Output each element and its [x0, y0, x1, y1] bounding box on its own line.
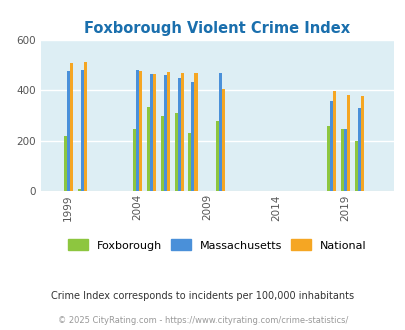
- Bar: [153, 74, 156, 191]
- Legend: Foxborough, Massachusetts, National: Foxborough, Massachusetts, National: [68, 240, 366, 250]
- Bar: [147, 107, 149, 191]
- Bar: [66, 71, 70, 191]
- Bar: [139, 71, 142, 191]
- Bar: [174, 113, 177, 191]
- Bar: [77, 189, 81, 191]
- Bar: [81, 70, 83, 191]
- Bar: [222, 89, 225, 191]
- Bar: [160, 115, 163, 191]
- Bar: [354, 141, 357, 191]
- Bar: [219, 73, 222, 191]
- Bar: [343, 129, 346, 191]
- Text: Crime Index corresponds to incidents per 100,000 inhabitants: Crime Index corresponds to incidents per…: [51, 291, 354, 301]
- Bar: [346, 94, 349, 191]
- Bar: [360, 95, 363, 191]
- Bar: [136, 71, 139, 191]
- Text: © 2025 CityRating.com - https://www.cityrating.com/crime-statistics/: © 2025 CityRating.com - https://www.city…: [58, 316, 347, 325]
- Bar: [340, 129, 343, 191]
- Title: Foxborough Violent Crime Index: Foxborough Violent Crime Index: [84, 21, 350, 36]
- Bar: [191, 82, 194, 191]
- Bar: [326, 126, 329, 191]
- Bar: [215, 120, 219, 191]
- Bar: [332, 91, 335, 191]
- Bar: [177, 78, 180, 191]
- Bar: [329, 101, 332, 191]
- Bar: [83, 62, 87, 191]
- Bar: [166, 73, 169, 191]
- Bar: [70, 63, 72, 191]
- Bar: [149, 74, 153, 191]
- Bar: [64, 136, 66, 191]
- Bar: [163, 75, 166, 191]
- Bar: [188, 133, 191, 191]
- Bar: [133, 129, 136, 191]
- Bar: [180, 73, 183, 191]
- Bar: [194, 73, 197, 191]
- Bar: [357, 109, 360, 191]
